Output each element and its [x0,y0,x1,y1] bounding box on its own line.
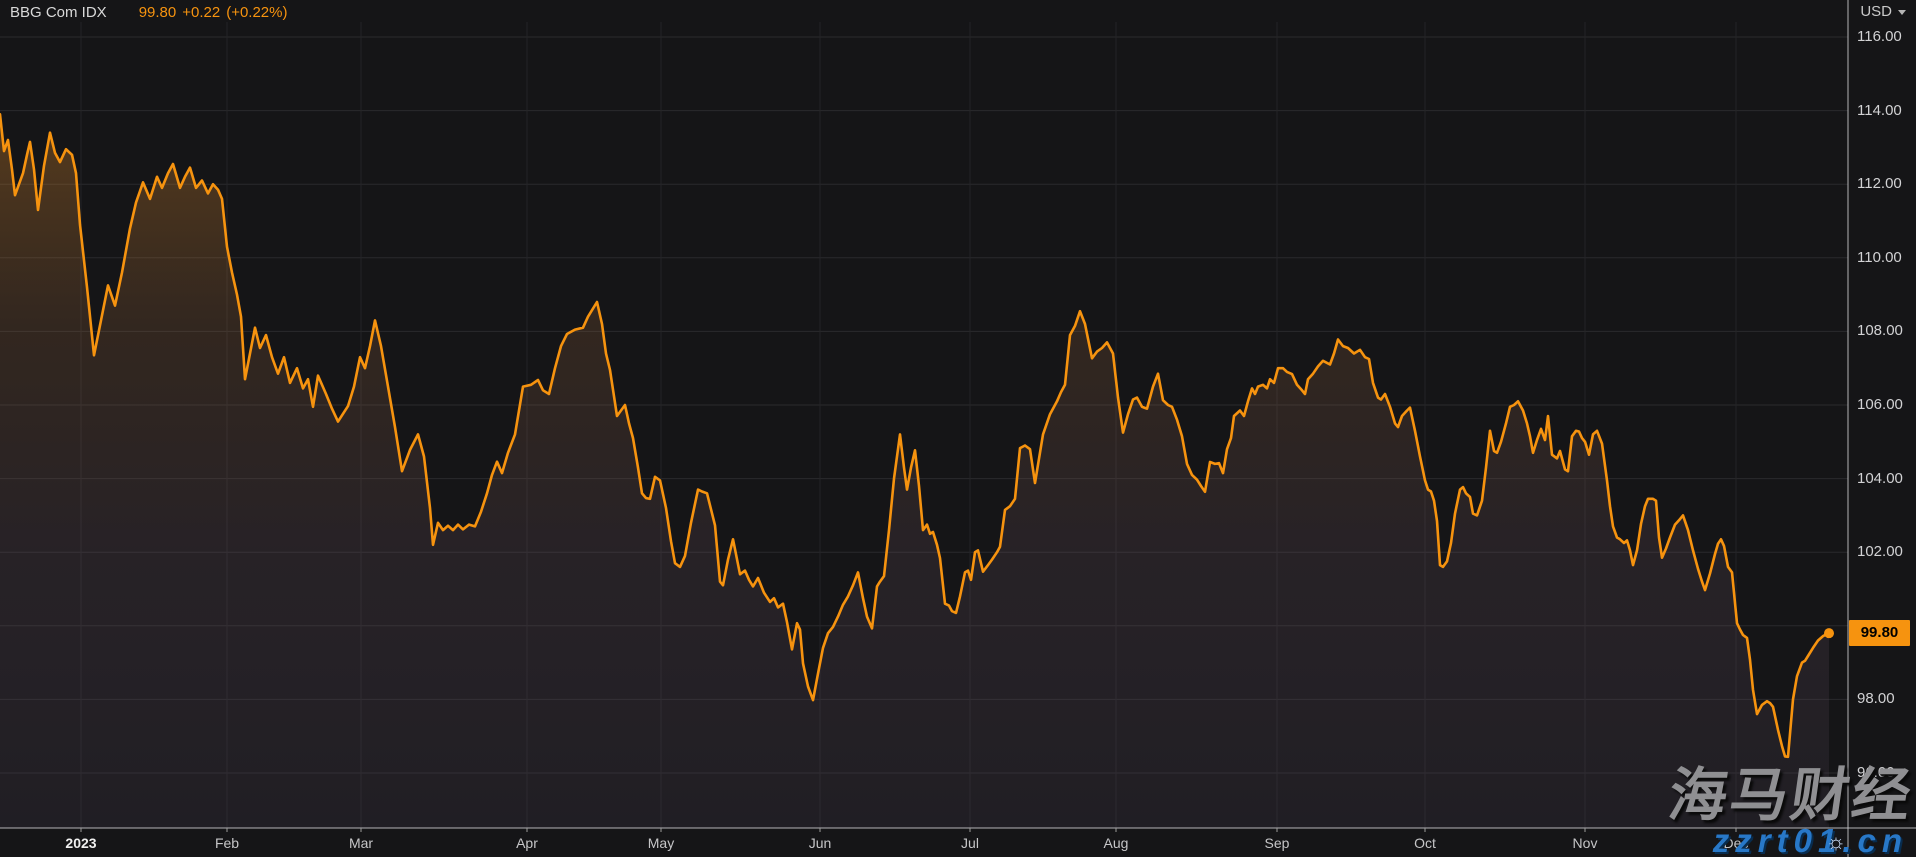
last-price: 99.80 [138,4,177,21]
x-axis-label: Sep [1264,835,1290,851]
x-axis-label: 2023 [65,835,97,851]
x-axis-label: Jul [961,835,979,851]
y-axis-label: 104.00 [1857,469,1903,487]
y-axis-label: 110.00 [1857,248,1902,266]
watermark-cjk: 海马财经 [1664,763,1916,828]
y-axis-label: 98.00 [1857,690,1895,708]
y-axis-label: 114.00 [1857,101,1902,119]
last-point-dot [1824,628,1834,639]
x-axis-label: Feb [214,835,240,851]
x-axis-label: Mar [348,835,374,851]
last-price-tag: 99.80 [1849,620,1910,646]
x-axis-label: Nov [1572,835,1598,851]
x-axis-label: Jun [808,835,832,851]
instrument-name: BBG Com IDX [10,4,107,21]
quote-summary: 99.80 +0.22 (+0.22%) [139,4,294,21]
chevron-down-icon [1898,10,1906,15]
x-axis-label: Aug [1103,835,1129,851]
x-axis-label: May [647,835,675,851]
price-change-pct: (+0.22%) [226,4,288,21]
x-axis-label: Oct [1414,835,1436,851]
chart-header: BBG Com IDX 99.80 +0.22 (+0.22%) [10,4,294,21]
price-line [0,113,1831,759]
y-axis-label: 108.00 [1857,322,1903,340]
y-axis-label: 106.00 [1857,396,1903,413]
price-change: +0.22 [182,4,221,21]
price-area-fill [0,114,1829,829]
x-axis-label: Apr [516,835,538,851]
y-axis-label: 102.00 [1857,543,1903,561]
watermark-url: zzrt01.cn [1712,822,1908,857]
x-axis-label: Dec [1723,835,1749,851]
currency-selector[interactable]: USD [1860,3,1906,20]
y-axis-label: 96.00 [1857,764,1895,781]
watermark-gear-icon: ☼ [1825,829,1846,854]
y-axis-label: 116.00 [1857,28,1902,45]
y-axis-label: 112.00 [1857,175,1902,193]
currency-label: USD [1860,3,1892,20]
